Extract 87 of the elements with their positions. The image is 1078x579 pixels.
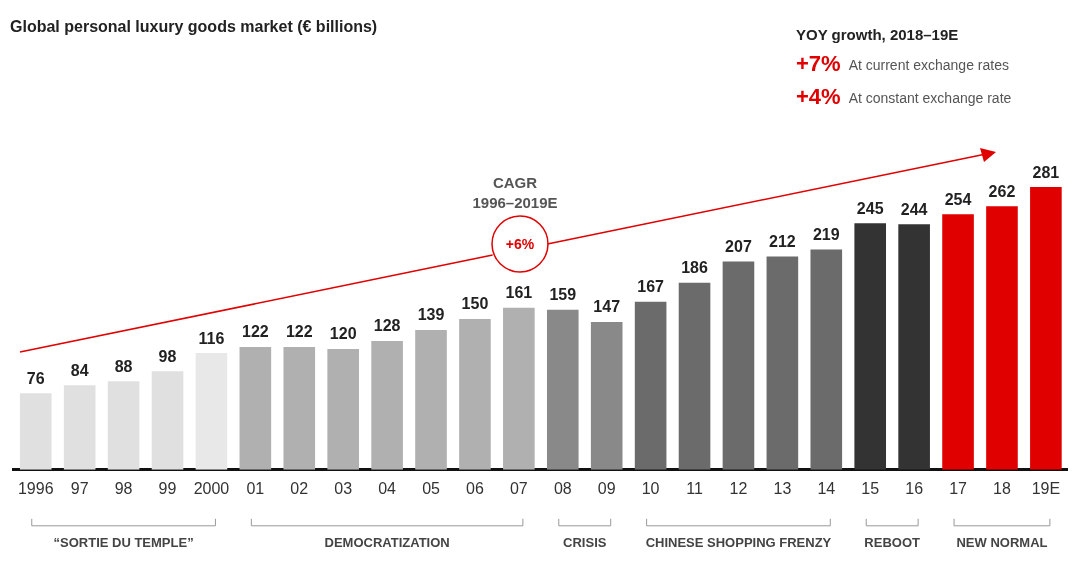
bar <box>195 353 228 470</box>
x-tick-label: 13 <box>773 479 792 497</box>
data-label: 212 <box>769 232 796 250</box>
data-label: 88 <box>114 357 133 375</box>
data-label: 76 <box>26 369 45 387</box>
bar <box>942 214 974 470</box>
bar <box>1030 187 1062 470</box>
x-tick-label: 07 <box>509 479 528 497</box>
bar <box>239 347 272 470</box>
data-label: 245 <box>856 199 884 217</box>
x-tick-label: 10 <box>641 479 660 497</box>
x-tick-label: 15 <box>861 479 880 497</box>
x-tick-label: 19E <box>1031 479 1061 497</box>
bar <box>678 282 711 470</box>
data-label: 147 <box>593 298 621 316</box>
x-tick-label: 2000 <box>193 479 230 497</box>
text: YOY growth, 2018–19E <box>796 26 959 43</box>
x-tick-label: 09 <box>597 479 616 497</box>
bar <box>327 349 359 470</box>
bar <box>766 256 799 470</box>
x-tick-label: 17 <box>949 479 968 497</box>
bar <box>107 381 140 470</box>
annotation: 1996–2019E <box>472 194 558 211</box>
data-label: 122 <box>241 323 269 341</box>
x-tick-label: 08 <box>553 479 572 497</box>
data-label: 262 <box>988 182 1016 200</box>
x-tick-label: 06 <box>466 479 484 497</box>
data-label: 161 <box>505 284 533 302</box>
x-tick-label: 12 <box>729 479 748 497</box>
bar <box>459 318 491 470</box>
text: +7% <box>796 51 841 76</box>
data-label: 120 <box>329 325 357 343</box>
bar <box>898 224 930 470</box>
x-tick-label: 04 <box>378 479 397 497</box>
data-label: 167 <box>637 278 665 296</box>
bar <box>722 261 755 470</box>
data-label: 128 <box>373 317 401 335</box>
x-tick-label: 1996 <box>17 479 54 497</box>
text: CRISIS <box>563 534 607 550</box>
annotation: +6% <box>505 236 535 252</box>
text: DEMOCRATIZATION <box>324 534 450 550</box>
data-label: 98 <box>158 347 177 365</box>
x-tick-label: 97 <box>70 479 89 497</box>
data-label: 207 <box>725 237 752 255</box>
data-label: 244 <box>900 200 928 218</box>
text: NEW NORMAL <box>956 534 1048 550</box>
text: REBOOT <box>864 534 921 550</box>
x-tick-label: 02 <box>290 479 309 497</box>
bar <box>590 321 623 470</box>
x-tick-label: 14 <box>817 479 836 497</box>
bar <box>371 341 403 470</box>
data-label: 159 <box>549 286 577 304</box>
text: +4% <box>796 84 841 109</box>
bar <box>283 347 316 470</box>
data-label: 281 <box>1032 163 1060 181</box>
x-tick-label: 05 <box>422 479 441 497</box>
bar <box>415 329 447 470</box>
data-label: 186 <box>681 259 708 277</box>
bar <box>854 223 887 470</box>
data-label: 150 <box>461 295 489 313</box>
text: At constant exchange rate <box>848 90 1012 106</box>
data-label: 116 <box>198 329 225 347</box>
text: “SORTIE DU TEMPLE” <box>53 534 194 550</box>
x-tick-label: 99 <box>158 479 177 497</box>
text: CHINESE SHOPPING FRENZY <box>645 534 832 550</box>
x-tick-label: 11 <box>686 479 703 497</box>
data-label: 122 <box>285 323 313 341</box>
data-label: 139 <box>417 306 445 324</box>
annotation: CAGR <box>492 174 538 191</box>
data-label: 254 <box>944 190 972 208</box>
x-tick-label: 98 <box>114 479 133 497</box>
data-label: 219 <box>812 225 840 243</box>
chart-title: Global personal luxury goods market (€ billions) <box>10 18 378 36</box>
bar <box>63 385 96 470</box>
text: At current exchange rates <box>848 57 1009 73</box>
bar <box>151 371 184 470</box>
x-tick-label: 03 <box>334 479 353 497</box>
bar <box>986 206 1018 470</box>
bar <box>810 249 843 470</box>
x-tick-label: 18 <box>993 479 1011 497</box>
x-tick-label: 16 <box>905 479 924 497</box>
data-label: 84 <box>70 361 89 379</box>
bar <box>634 301 667 470</box>
x-tick-label: 01 <box>246 479 265 497</box>
bar <box>546 309 579 470</box>
bar <box>503 307 535 470</box>
bar <box>19 393 52 470</box>
